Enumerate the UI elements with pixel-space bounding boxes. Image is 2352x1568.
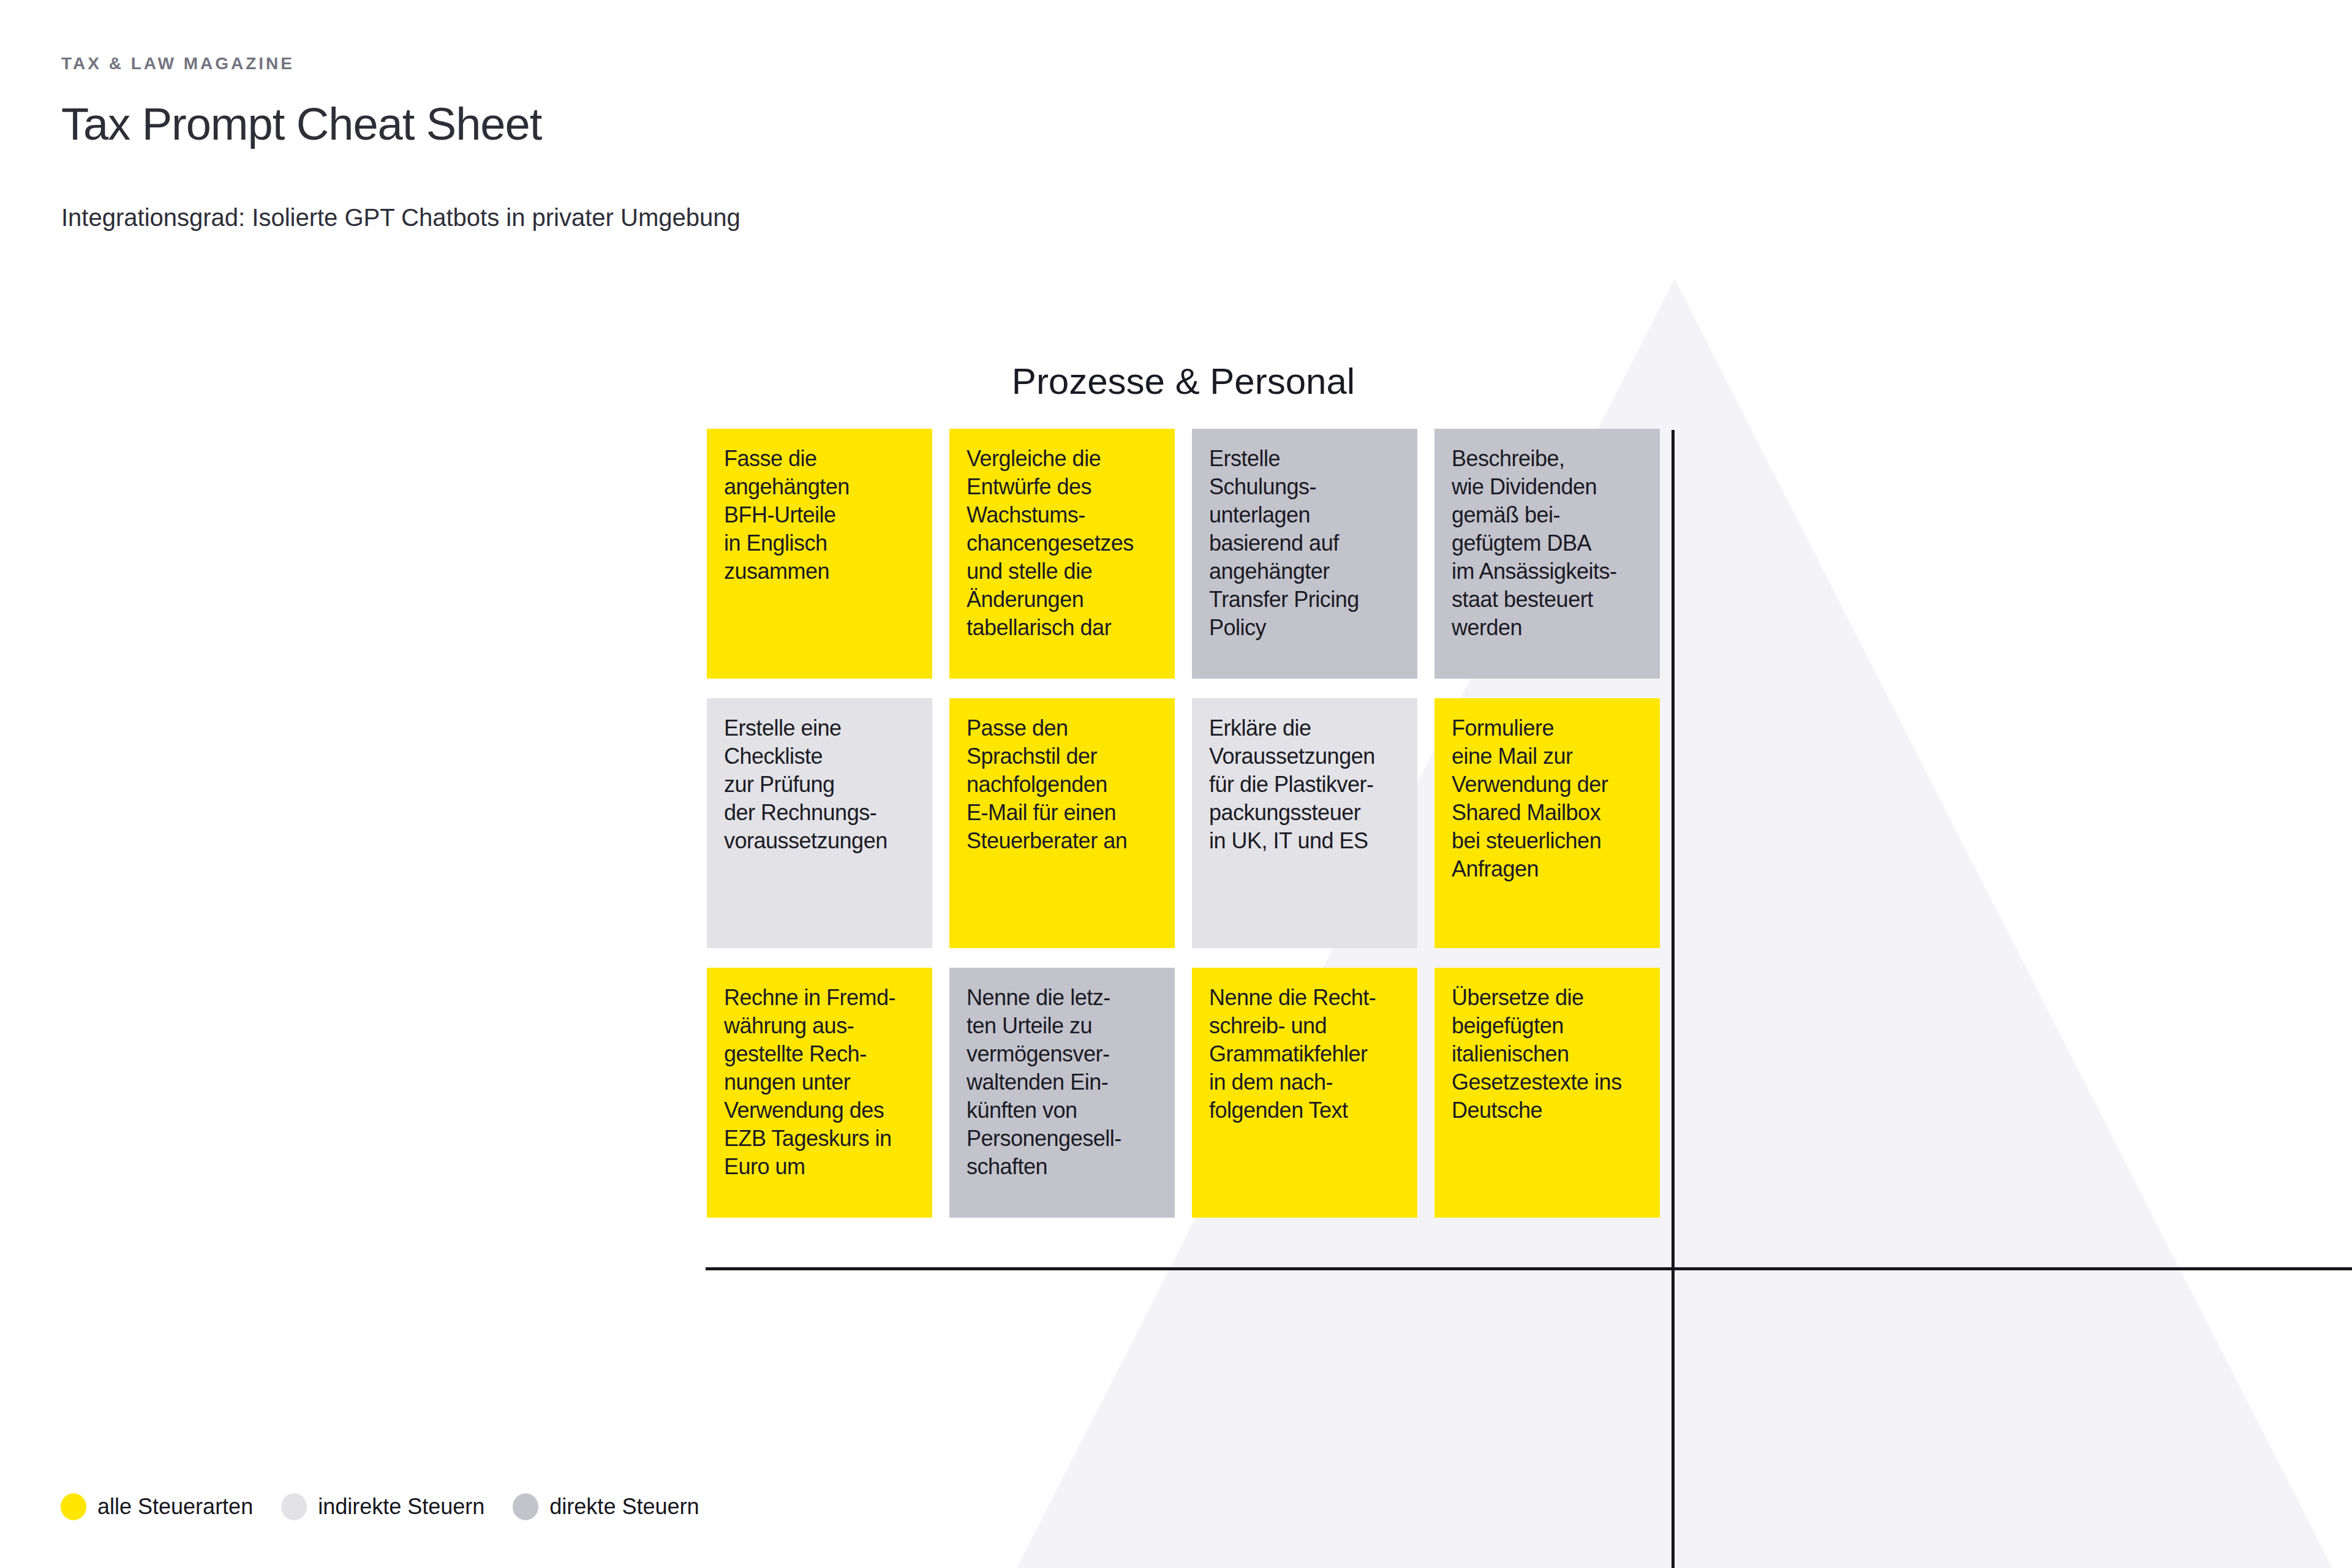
legend-item: indirekte Steuern [281,1493,484,1520]
prompt-card: Formuliere eine Mail zur Verwendung der … [1434,698,1660,948]
prompt-card-text: Formuliere eine Mail zur Verwendung der … [1452,714,1644,883]
prompt-card: Übersetze die beigefügten italienischen … [1434,968,1660,1218]
prompt-card-text: Erstelle Schulungs- unterlagen basierend… [1209,445,1401,642]
prompt-card: Vergleiche die Entwürfe des Wachstums- c… [949,429,1175,679]
legend-dot-direkte-steuern [513,1493,538,1520]
legend-item: alle Steuerarten [61,1493,253,1520]
prompt-card-text: Nenne die Recht- schreib- und Grammatikf… [1209,984,1401,1125]
tax-prompt-cheat-sheet-page: TAX & LAW MAGAZINE Tax Prompt Cheat Shee… [0,0,2352,1568]
horizontal-axis-line [706,1267,2352,1270]
page-subtitle: Integrationsgrad: Isolierte GPT Chatbots… [61,204,741,232]
prompt-card-text: Rechne in Fremd- währung aus- gestellte … [724,984,916,1181]
prompt-card-grid: Fasse die angehängten BFH-Urteile in Eng… [707,429,1660,1218]
prompt-card-text: Passe den Sprachstil der nachfolgenden E… [967,714,1159,855]
prompt-card: Rechne in Fremd- währung aus- gestellte … [707,968,932,1218]
prompt-card-text: Vergleiche die Entwürfe des Wachstums- c… [967,445,1159,642]
magazine-eyebrow: TAX & LAW MAGAZINE [61,54,741,74]
vertical-axis-line [1672,430,1675,1568]
prompt-card-text: Nenne die letz- ten Urteile zu vermögens… [967,984,1159,1181]
prompt-card: Nenne die Recht- schreib- und Grammatikf… [1192,968,1417,1218]
prompt-card: Nenne die letz- ten Urteile zu vermögens… [949,968,1175,1218]
prompt-card: Beschreibe, wie Dividenden gemäß bei- ge… [1434,429,1660,679]
page-header: TAX & LAW MAGAZINE Tax Prompt Cheat Shee… [61,54,741,232]
prompt-card-text: Beschreibe, wie Dividenden gemäß bei- ge… [1452,445,1644,642]
prompt-card: Erkläre die Voraussetzungen für die Plas… [1192,698,1417,948]
prompt-card: Erstelle Schulungs- unterlagen basierend… [1192,429,1417,679]
legend-dot-indirekte-steuern [281,1493,307,1520]
prompt-card: Fasse die angehängten BFH-Urteile in Eng… [707,429,932,679]
prompt-card: Erstelle eine Checkliste zur Prüfung der… [707,698,932,948]
tax-category-legend: alle Steuerarten indirekte Steuern direk… [61,1493,699,1520]
prompt-card-text: Erkläre die Voraussetzungen für die Plas… [1209,714,1401,855]
legend-dot-alle-steuerarten [61,1493,86,1520]
quadrant-title: Prozesse & Personal [707,360,1660,402]
legend-label: direkte Steuern [549,1494,699,1520]
page-title: Tax Prompt Cheat Sheet [61,98,741,150]
prompt-card-text: Erstelle eine Checkliste zur Prüfung der… [724,714,916,855]
legend-label: indirekte Steuern [318,1494,484,1520]
legend-label: alle Steuerarten [97,1494,253,1520]
legend-item: direkte Steuern [513,1493,699,1520]
prompt-card-text: Übersetze die beigefügten italienischen … [1452,984,1644,1125]
prompt-card: Passe den Sprachstil der nachfolgenden E… [949,698,1175,948]
prompt-card-text: Fasse die angehängten BFH-Urteile in Eng… [724,445,916,586]
